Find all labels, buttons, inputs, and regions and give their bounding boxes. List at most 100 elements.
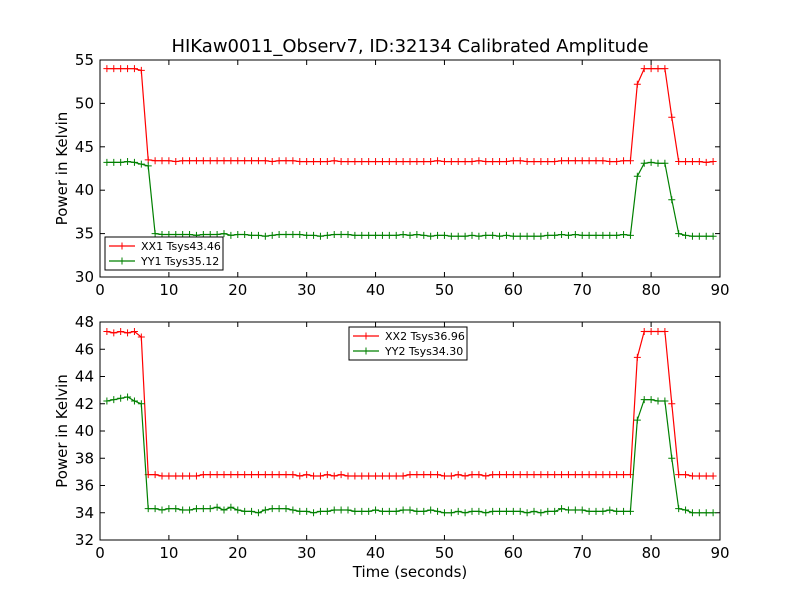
data-point xyxy=(434,157,442,165)
data-point xyxy=(137,333,145,341)
y-axis-label: Power in Kelvin xyxy=(53,374,71,488)
data-point xyxy=(392,472,400,480)
data-point xyxy=(516,507,524,515)
data-point xyxy=(440,231,448,239)
data-point xyxy=(144,162,152,170)
data-point xyxy=(675,158,683,166)
data-point xyxy=(289,230,297,238)
data-point xyxy=(434,507,442,515)
data-point xyxy=(268,231,276,239)
y-tick-label: 34 xyxy=(75,504,94,522)
data-point xyxy=(585,471,593,479)
data-point xyxy=(392,231,400,239)
data-point xyxy=(186,157,194,165)
data-point xyxy=(413,230,421,238)
data-point xyxy=(516,232,524,240)
data-point xyxy=(248,471,256,479)
data-point xyxy=(310,158,318,166)
data-point xyxy=(537,158,545,166)
data-point xyxy=(599,157,607,165)
data-point xyxy=(330,506,338,514)
x-tick-label: 80 xyxy=(642,281,661,299)
data-point xyxy=(151,157,159,165)
data-point xyxy=(420,158,428,166)
data-point xyxy=(199,471,207,479)
data-point xyxy=(434,231,442,239)
data-point xyxy=(165,472,173,480)
data-point xyxy=(289,471,297,479)
data-point xyxy=(654,328,662,336)
data-point xyxy=(282,230,290,238)
legend-marker xyxy=(362,347,370,355)
data-point xyxy=(544,231,552,239)
data-point xyxy=(282,471,290,479)
data-point xyxy=(620,157,628,165)
data-point xyxy=(330,472,338,480)
data-point xyxy=(544,507,552,515)
data-point xyxy=(516,471,524,479)
data-point xyxy=(447,472,455,480)
data-point xyxy=(682,506,690,514)
data-point xyxy=(110,329,118,337)
data-point xyxy=(509,471,517,479)
data-point xyxy=(661,159,669,167)
data-point xyxy=(399,230,407,238)
data-point xyxy=(468,507,476,515)
data-point xyxy=(496,471,504,479)
x-tick-label: 30 xyxy=(297,281,316,299)
y-tick-label: 50 xyxy=(75,94,94,112)
data-point xyxy=(647,328,655,336)
data-point xyxy=(468,158,476,166)
data-point xyxy=(633,80,641,88)
data-point xyxy=(372,472,380,480)
data-point xyxy=(385,158,393,166)
data-point xyxy=(337,506,345,514)
data-point xyxy=(620,471,628,479)
data-point xyxy=(268,471,276,479)
data-point xyxy=(316,472,324,480)
data-point xyxy=(682,231,690,239)
data-point xyxy=(323,231,331,239)
data-point xyxy=(537,509,545,517)
data-point xyxy=(227,503,235,511)
y-tick-label: 44 xyxy=(75,368,94,386)
data-point xyxy=(668,113,676,121)
data-point xyxy=(241,471,249,479)
data-point xyxy=(234,471,242,479)
data-point xyxy=(420,231,428,239)
data-point xyxy=(571,230,579,238)
data-point xyxy=(303,471,311,479)
data-point xyxy=(537,232,545,240)
data-point xyxy=(523,232,531,240)
data-point xyxy=(365,231,373,239)
data-point xyxy=(227,231,235,239)
data-point xyxy=(551,231,559,239)
data-point xyxy=(130,328,138,336)
data-point xyxy=(654,159,662,167)
data-point xyxy=(358,507,366,515)
data-point xyxy=(179,472,187,480)
data-point xyxy=(399,158,407,166)
data-point xyxy=(592,231,600,239)
data-point xyxy=(378,472,386,480)
data-point xyxy=(151,505,159,513)
data-point xyxy=(158,157,166,165)
y-tick-label: 45 xyxy=(75,138,94,156)
data-point xyxy=(385,472,393,480)
data-point xyxy=(468,471,476,479)
data-point xyxy=(130,158,138,166)
data-point xyxy=(530,471,538,479)
data-point xyxy=(702,472,710,480)
data-point xyxy=(413,158,421,166)
x-tick-label: 0 xyxy=(95,281,105,299)
y-tick-label: 36 xyxy=(75,477,94,495)
data-point xyxy=(289,506,297,514)
data-point xyxy=(688,472,696,480)
data-point xyxy=(275,157,283,165)
data-point xyxy=(261,471,269,479)
data-point xyxy=(330,230,338,238)
data-point xyxy=(668,454,676,462)
data-point xyxy=(220,230,228,238)
data-point xyxy=(454,232,462,240)
x-tick-label: 10 xyxy=(159,281,178,299)
